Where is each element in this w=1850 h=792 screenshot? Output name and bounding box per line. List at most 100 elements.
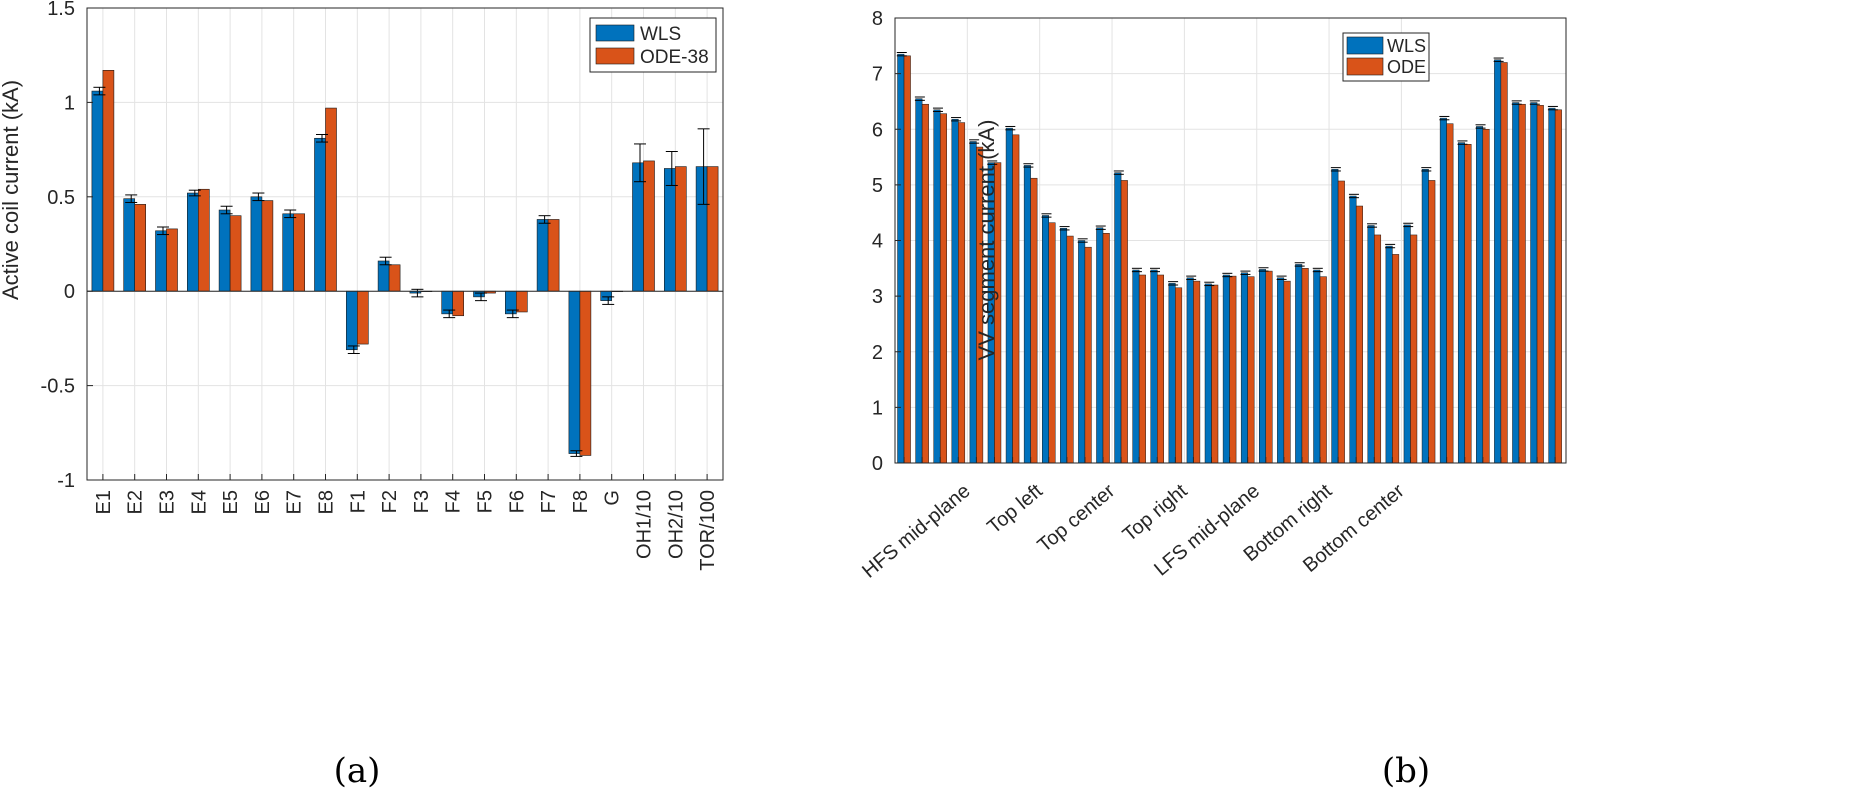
panel-a-legend-swatch-ode-38 xyxy=(595,47,635,65)
panel-a-bar-ode-38 xyxy=(388,264,401,292)
panel-b-bar-wls xyxy=(1186,277,1194,464)
panel-b-y-axis-label: VV segment current (kA) xyxy=(974,120,999,361)
panel-a-bar-wls xyxy=(187,192,199,292)
panel-b-bar-wls xyxy=(1494,59,1502,464)
panel-b-ytick-label: 3 xyxy=(872,286,883,308)
panel-a-bar-wls xyxy=(568,290,581,454)
panel-b-bar-ode xyxy=(1283,280,1291,464)
panel-b-bar-wls xyxy=(1240,272,1248,464)
panel-b-bar-ode xyxy=(1193,280,1201,464)
panel-a-xtick-label: F8 xyxy=(570,490,592,513)
panel-a-xtick-label: F5 xyxy=(475,490,497,513)
panel-b-bar-wls xyxy=(1457,142,1465,464)
panel-b-bar-ode xyxy=(1157,274,1165,464)
panel-a-legend-label: WLS xyxy=(640,24,681,45)
panel-a-xtick-label: F7 xyxy=(538,490,560,513)
panel-a-xtick-label: OH2/10 xyxy=(665,490,687,559)
panel-b-bar-wls xyxy=(1295,264,1303,464)
panel-b-bar-ode xyxy=(1518,103,1526,464)
panel-a-bar-ode-38 xyxy=(643,160,655,292)
panel-a-bar-ode-38 xyxy=(134,204,146,292)
panel-b-bar-ode xyxy=(1355,205,1363,464)
panel-b-bar-wls xyxy=(1331,169,1339,464)
panel-a-legend-swatch-wls xyxy=(595,24,635,42)
panel-a-bar-wls xyxy=(250,196,263,292)
panel-b-xtick-label: HFS mid-plane xyxy=(858,480,974,583)
panel-b-bar-wls xyxy=(1349,195,1357,464)
panel-a-xtick-label: E6 xyxy=(252,490,274,514)
panel-b-ytick-label: 2 xyxy=(872,342,883,364)
panel-a-xtick-label: F4 xyxy=(443,490,465,513)
panel-a-bar-wls xyxy=(345,290,358,351)
panel-a-xtick-label: E7 xyxy=(284,490,306,514)
panel-b-bar-ode xyxy=(1138,274,1146,464)
panel-a-bar-wls xyxy=(536,219,549,292)
panel-b-bar-ode xyxy=(1265,270,1273,464)
panel-a-ytick-label: 1.5 xyxy=(47,0,75,20)
panel-a-plot-area xyxy=(87,8,723,480)
panel-a-bar-ode-38 xyxy=(166,228,178,292)
panel-b-bar-wls xyxy=(1060,228,1068,464)
panel-b-ytick-label: 8 xyxy=(872,8,883,30)
panel-b-legend-label: ODE xyxy=(1387,57,1426,77)
panel-b-bar-ode xyxy=(1301,268,1309,464)
panel-b-bar-ode xyxy=(1211,284,1219,464)
panel-b-ytick-label: 7 xyxy=(872,64,883,86)
panel-b-bar-ode xyxy=(903,55,911,464)
panel-a-bar-ode-38 xyxy=(452,290,465,317)
panel-b-bar-ode xyxy=(1410,234,1418,464)
panel-b-bar-wls xyxy=(1439,117,1447,464)
panel-a-ytick-label: -1 xyxy=(57,470,75,492)
panel-b-bar-ode xyxy=(1337,180,1345,464)
panel-a-bar-wls xyxy=(377,260,390,292)
panel-b-bar-ode xyxy=(1554,109,1562,464)
panel-b-bar-ode xyxy=(1319,276,1327,464)
panel-a-ytick-label: 1 xyxy=(64,92,75,114)
panel-b-bar-wls xyxy=(1530,102,1538,464)
panel-a-bar-wls xyxy=(473,290,485,298)
panel-b-bar-wls xyxy=(1041,215,1049,464)
panel-b-bar-wls xyxy=(1548,107,1556,464)
panel-b-xtick-label: Top right xyxy=(1119,480,1192,546)
panel-b-bar-ode xyxy=(958,122,966,464)
panel-a-ytick-label: 0 xyxy=(64,281,75,303)
panel-a-bar-ode-38 xyxy=(356,290,369,345)
panel-b-bar-wls xyxy=(1150,269,1158,464)
panel-a-bar-wls xyxy=(155,230,167,292)
panel-a-caption: (a) xyxy=(334,751,381,791)
panel-b-bar-ode xyxy=(939,113,947,464)
panel-b-bar-wls xyxy=(1168,283,1176,464)
panel-b-bar-wls xyxy=(1259,269,1267,464)
panel-b-bar-wls xyxy=(1277,277,1285,464)
panel-a-ytick-label: -0.5 xyxy=(41,376,75,398)
panel-b-bar-wls xyxy=(951,118,959,464)
panel-a-bar-ode-38 xyxy=(261,200,274,292)
panel-b-ytick-label: 6 xyxy=(872,119,883,141)
panel-b-bar-ode xyxy=(1428,180,1436,464)
panel-a-xtick-label: F1 xyxy=(347,490,369,513)
panel-a-bar-wls xyxy=(91,90,104,292)
panel-b-bar-wls xyxy=(1385,245,1393,464)
panel-b-bar-ode xyxy=(1536,105,1544,464)
panel-b-bar-ode xyxy=(1464,144,1472,464)
panel-a-xtick-label: E2 xyxy=(125,490,147,514)
panel-b-xtick-label: Top left xyxy=(983,480,1047,539)
panel-a-xtick-label: TOR/100 xyxy=(697,490,719,571)
panel-a-bar-ode-38 xyxy=(229,215,242,292)
panel-b-bar-wls xyxy=(1421,169,1429,464)
panel-a-bar-ode-38 xyxy=(293,213,306,292)
panel-a-legend-label: ODE-38 xyxy=(640,47,709,68)
panel-a-xtick-label: G xyxy=(602,490,624,506)
panel-b-bar-wls xyxy=(1512,102,1520,464)
panel-b-bar-ode xyxy=(1500,62,1508,464)
panel-a-xtick-label: E5 xyxy=(220,490,242,514)
panel-b-bar-wls xyxy=(1078,240,1086,464)
panel-a-bar-ode-38 xyxy=(515,290,528,313)
panel-a-xtick-label: OH1/10 xyxy=(634,490,656,559)
panel-b-legend-swatch-wls xyxy=(1346,36,1384,55)
panel-a-bar-ode-38 xyxy=(579,290,592,456)
panel-b-bar-wls xyxy=(933,109,941,464)
panel-a-xtick-label: E1 xyxy=(93,490,115,514)
